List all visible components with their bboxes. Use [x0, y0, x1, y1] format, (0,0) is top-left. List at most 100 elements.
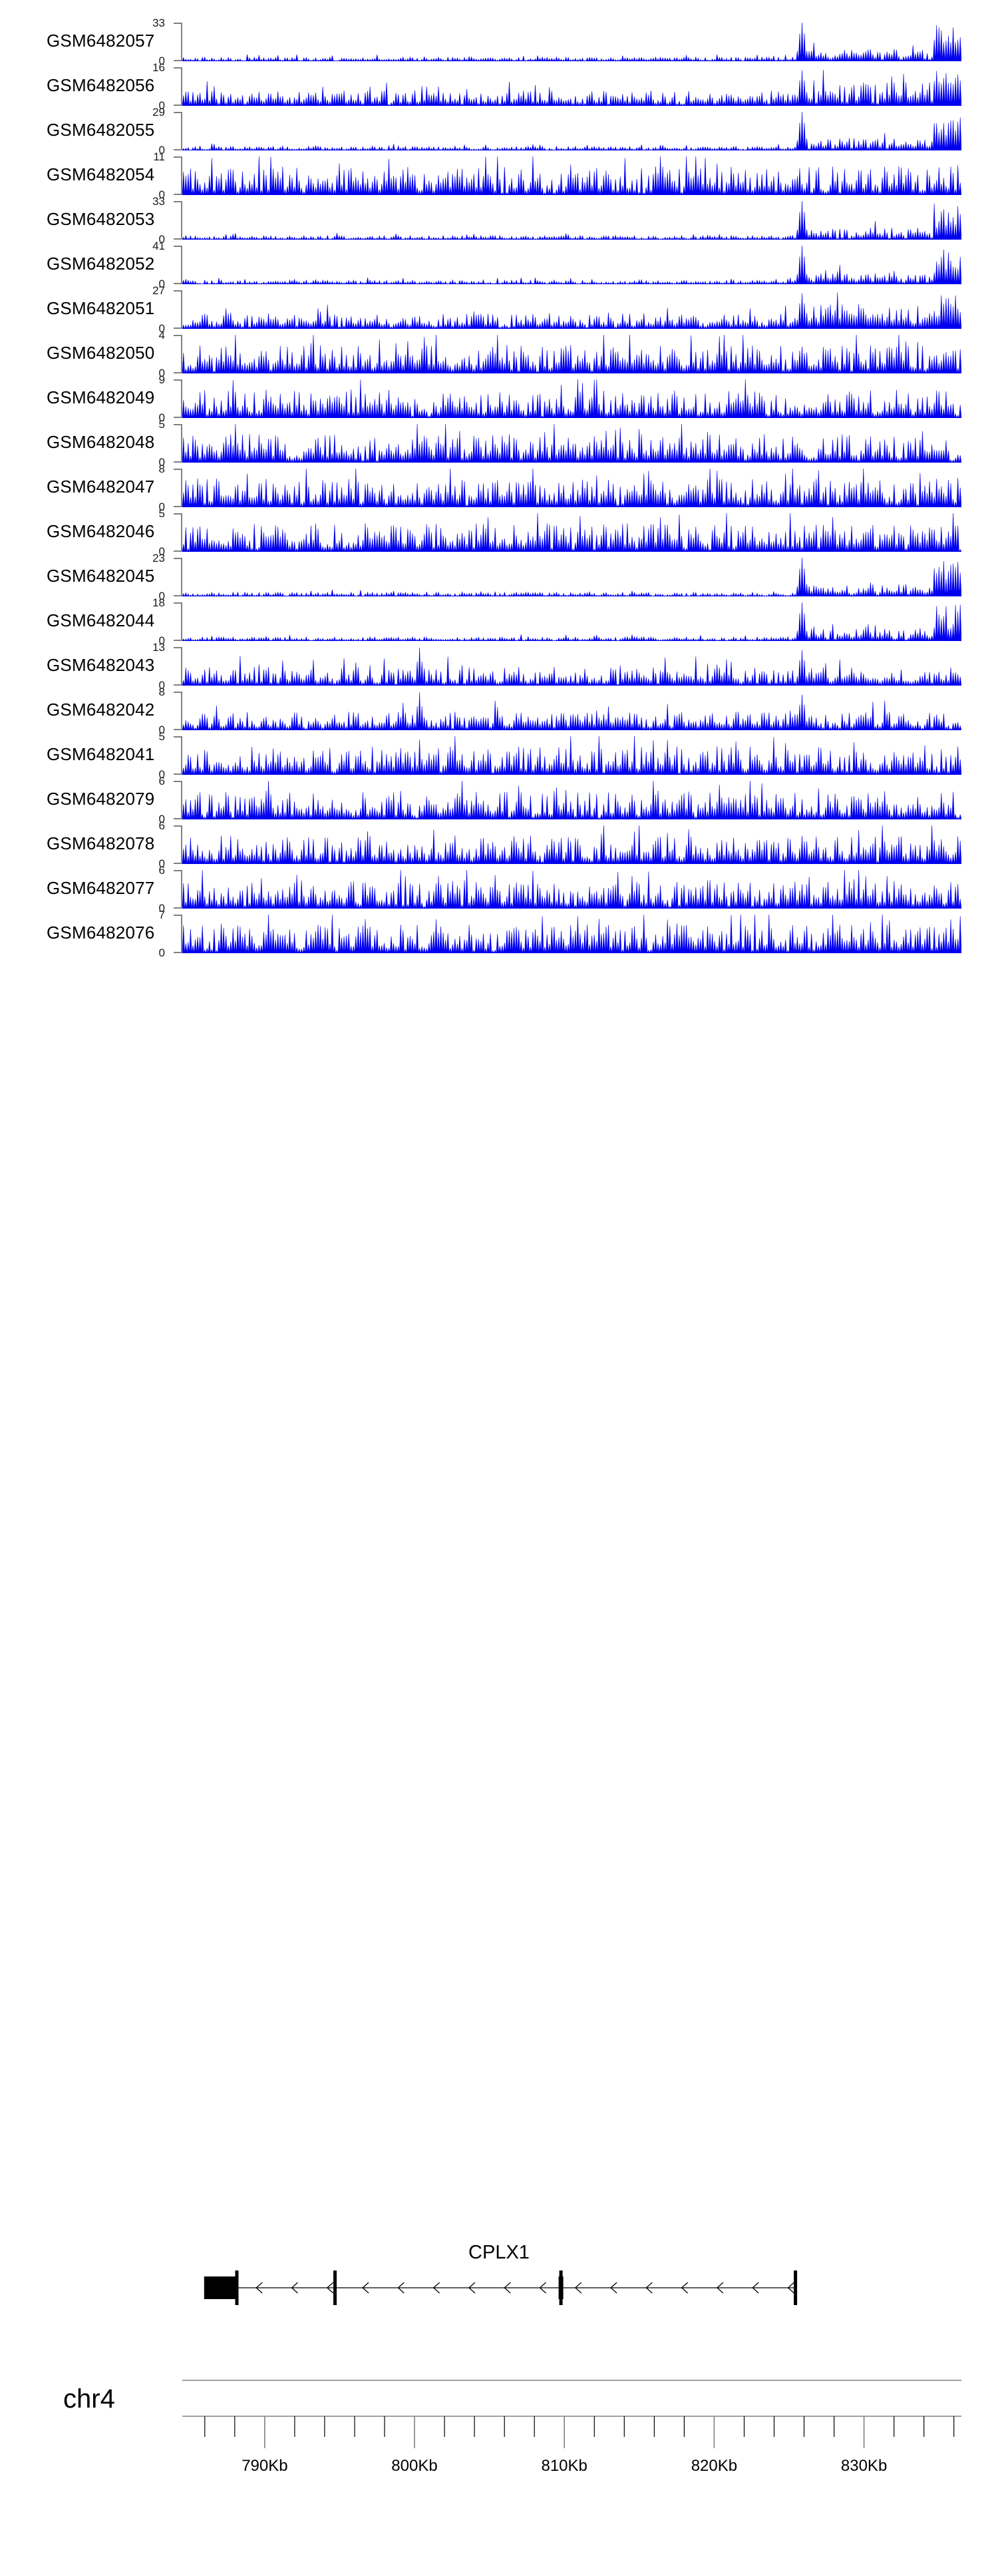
track-y-axis: 29 0 [152, 107, 182, 156]
track-y-axis: 33 0 [152, 196, 182, 245]
coverage-plot [182, 513, 961, 552]
y-axis-tick-max [174, 513, 182, 515]
svg-text:830Kb: 830Kb [841, 2457, 887, 2475]
y-axis-line [181, 870, 182, 909]
coverage-track: GSM6482051 27 0 [0, 285, 998, 334]
track-label: GSM6482045 [47, 566, 155, 586]
y-axis-line [181, 602, 182, 641]
y-axis-tick-min [174, 283, 182, 284]
y-axis-min-label: 0 [158, 724, 165, 736]
track-label: GSM6482042 [47, 700, 155, 720]
coverage-track: GSM6482053 33 0 [0, 196, 998, 245]
y-axis-max-label: 11 [153, 150, 165, 163]
coverage-track: GSM6482044 18 0 [0, 597, 998, 646]
coverage-track: GSM6482041 5 0 [0, 731, 998, 780]
y-axis-max-label: 5 [158, 730, 165, 743]
y-axis-line [181, 201, 182, 240]
y-axis-max-label: 23 [152, 552, 165, 564]
gene-model [182, 2267, 961, 2308]
y-axis-min-label: 0 [158, 501, 165, 513]
track-label: GSM6482052 [47, 254, 155, 274]
coverage-plot [182, 246, 961, 284]
coverage-track: GSM6482076 7 0 [0, 909, 998, 959]
y-axis-tick-max [174, 870, 182, 871]
coverage-plot [182, 335, 961, 373]
y-axis-max-label: 33 [152, 195, 165, 208]
coverage-plot [182, 915, 961, 953]
y-axis-tick-min [174, 684, 182, 686]
coverage-plot [182, 825, 961, 864]
y-axis-line [181, 513, 182, 552]
y-axis-tick-min [174, 105, 182, 106]
y-axis-min-label: 0 [158, 99, 165, 112]
y-axis-line [181, 469, 182, 507]
y-axis-tick-min [174, 595, 182, 596]
svg-text:790Kb: 790Kb [242, 2457, 287, 2475]
coverage-plot [182, 424, 961, 463]
y-axis-line [181, 335, 182, 373]
y-axis-max-label: 41 [152, 240, 165, 252]
svg-text:800Kb: 800Kb [391, 2457, 437, 2475]
y-axis-tick-max [174, 692, 182, 693]
y-axis-tick-max [174, 379, 182, 381]
y-axis-tick-max [174, 825, 182, 827]
y-axis-tick-min [174, 550, 182, 552]
coverage-track: GSM6482077 6 0 [0, 865, 998, 914]
chromosome-label: chr4 [63, 2384, 115, 2414]
coverage-plot [182, 156, 961, 195]
track-label: GSM6482048 [47, 432, 155, 452]
y-axis-min-label: 0 [158, 144, 165, 156]
y-axis-line [181, 781, 182, 819]
y-axis-tick-max [174, 647, 182, 648]
y-axis-min-label: 0 [158, 367, 165, 379]
y-axis-max-label: 7 [158, 909, 165, 921]
coverage-track: GSM6482050 4 0 [0, 329, 998, 379]
y-axis-tick-min [174, 372, 182, 373]
y-axis-tick-max [174, 736, 182, 738]
y-axis-max-label: 33 [152, 17, 165, 29]
track-label: GSM6482055 [47, 120, 155, 140]
coverage-plot [182, 379, 961, 418]
y-axis-line [181, 156, 182, 195]
coverage-plot [182, 112, 961, 150]
coverage-plot [182, 870, 961, 909]
y-axis-tick-min [174, 60, 182, 61]
track-label: GSM6482079 [47, 789, 155, 809]
coverage-track: GSM6482079 6 0 [0, 775, 998, 825]
track-label: GSM6482050 [47, 343, 155, 363]
y-axis-tick-max [174, 781, 182, 782]
track-label: GSM6482054 [47, 164, 155, 184]
coverage-plot [182, 602, 961, 641]
y-axis-tick-max [174, 201, 182, 202]
track-label: GSM6482041 [47, 744, 155, 764]
coverage-track: GSM6482054 11 0 [0, 151, 998, 200]
coverage-track: GSM6482078 6 0 [0, 820, 998, 869]
y-axis-max-label: 18 [152, 596, 165, 609]
y-axis-min-label: 0 [158, 545, 165, 558]
svg-text:810Kb: 810Kb [541, 2457, 587, 2475]
y-axis-min-label: 0 [158, 233, 165, 246]
y-axis-tick-min [174, 461, 182, 463]
y-axis-line [181, 379, 182, 418]
y-axis-max-label: 5 [158, 507, 165, 520]
y-axis-min-label: 0 [158, 768, 165, 781]
y-axis-tick-min [174, 506, 182, 507]
y-axis-min-label: 0 [158, 857, 165, 870]
coverage-track: GSM6482049 9 0 [0, 374, 998, 423]
y-axis-line [181, 290, 182, 329]
y-axis-tick-max [174, 915, 182, 916]
y-axis-tick-max [174, 246, 182, 247]
y-axis-max-label: 27 [152, 284, 165, 297]
y-axis-max-label: 6 [158, 819, 165, 832]
y-axis-tick-min [174, 327, 182, 329]
coverage-track: GSM6482057 33 0 [0, 17, 998, 67]
track-y-axis: 13 0 [152, 642, 182, 691]
coverage-plot [182, 558, 961, 596]
y-axis-min-label: 0 [158, 902, 165, 915]
y-axis-min-label: 0 [158, 411, 165, 424]
